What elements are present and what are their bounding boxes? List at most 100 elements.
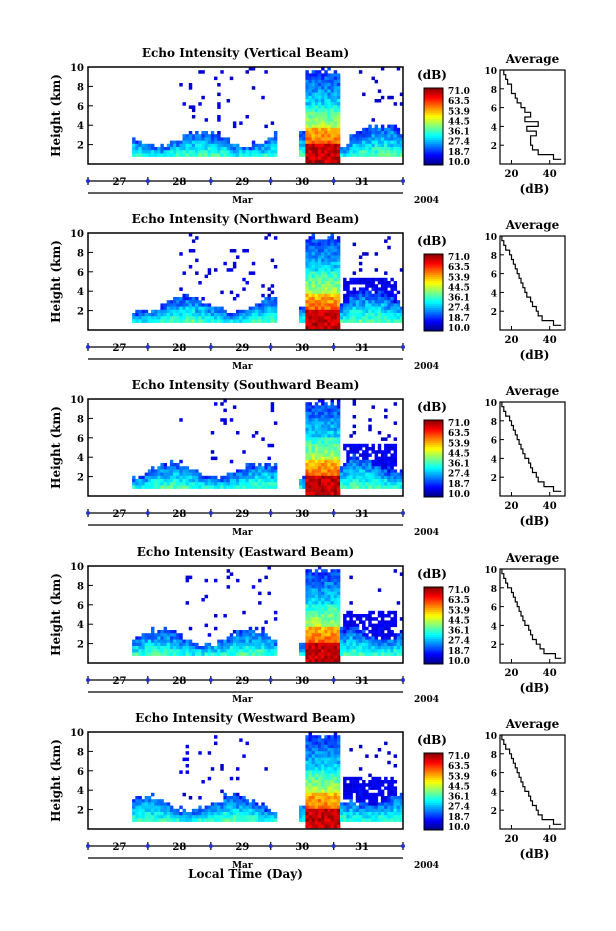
heatmap-cell xyxy=(169,303,174,307)
year-label: 2004 xyxy=(414,362,439,372)
heatmap-cell xyxy=(299,134,303,138)
heatmap-cell xyxy=(317,821,322,826)
heatmap-cell xyxy=(349,610,353,615)
heatmap-cell xyxy=(270,466,275,470)
heatmap-cell xyxy=(321,76,325,81)
heatmap-cell xyxy=(371,306,375,311)
heatmap-cell xyxy=(236,818,240,822)
colorbar-segment xyxy=(424,307,443,311)
heatmap-cell xyxy=(368,124,372,129)
heatmap-cell xyxy=(371,808,375,813)
heatmap-cell xyxy=(324,309,328,314)
heatmap-cell xyxy=(355,459,360,464)
heatmap-cell xyxy=(362,639,366,644)
heatmap-cell xyxy=(198,652,202,656)
heatmap-cell xyxy=(362,642,366,647)
heatmap-cell xyxy=(362,805,366,810)
heatmap-cell xyxy=(324,147,328,151)
heatmap-cell xyxy=(362,450,366,454)
heatmap-cell xyxy=(201,95,205,100)
colorbar-segment xyxy=(424,259,443,263)
heatmap-cell xyxy=(245,309,249,314)
heatmap-cell xyxy=(267,306,271,311)
heatmap-cell xyxy=(311,770,316,774)
day-label: 31 xyxy=(355,177,369,188)
heatmap-cell xyxy=(330,569,334,573)
heatmap-cell xyxy=(188,309,193,314)
heatmap-cell xyxy=(305,411,309,416)
heatmap-cell xyxy=(305,818,309,822)
heatmap-cell xyxy=(330,440,334,445)
colorbar-tick-label: 63.5 xyxy=(448,762,470,772)
average-frame xyxy=(499,235,566,331)
heatmap-cell xyxy=(365,812,369,816)
day-label: 30 xyxy=(295,343,309,354)
colorbar-segment xyxy=(424,302,443,305)
heatmap-cell xyxy=(305,242,309,247)
heatmap-cell xyxy=(220,402,224,406)
heatmap-cell xyxy=(321,242,325,247)
heatmap-cell xyxy=(163,150,168,154)
panel-frame xyxy=(87,232,404,331)
heatmap-cell xyxy=(349,617,353,621)
heatmap-cell xyxy=(195,469,199,473)
heatmap-cell xyxy=(270,443,275,448)
heatmap-cell xyxy=(317,271,322,275)
colorbar-tick-label: 71.0 xyxy=(448,419,470,429)
heatmap-cell xyxy=(333,780,338,784)
heatmap-cell xyxy=(220,652,224,656)
avg-y-tick-label: 6 xyxy=(491,271,497,281)
colorbar-segment xyxy=(424,323,443,326)
heatmap-cell xyxy=(330,475,334,480)
heatmap-cell xyxy=(374,143,379,148)
colorbar-segment xyxy=(424,770,443,773)
heatmap-cell xyxy=(273,134,278,138)
heatmap-cell xyxy=(374,815,379,819)
heatmap-cell xyxy=(333,818,338,822)
heatmap-cell xyxy=(311,630,316,634)
heatmap-cell xyxy=(214,805,218,810)
heatmap-cell xyxy=(321,649,325,653)
heatmap-cell xyxy=(352,463,357,467)
heatmap-cell xyxy=(195,271,199,275)
heatmap-cell xyxy=(396,642,401,647)
heatmap-cell xyxy=(362,453,366,457)
heatmap-cell xyxy=(305,303,309,307)
colorbar-segment xyxy=(424,602,443,605)
heatmap-cell xyxy=(358,482,363,486)
heatmap-cell xyxy=(132,137,136,141)
heatmap-cell xyxy=(305,808,309,813)
heatmap-cell xyxy=(151,150,155,154)
heatmap-cell xyxy=(324,824,328,829)
heatmap-cell xyxy=(349,475,353,480)
heatmap-cell xyxy=(311,89,316,93)
heatmap-cell xyxy=(229,313,234,317)
heatmap-cell xyxy=(336,443,341,448)
heatmap-cell xyxy=(311,236,316,240)
heatmap-cell xyxy=(336,102,341,106)
heatmap-cell xyxy=(336,287,341,291)
heatmap-cell xyxy=(311,610,316,615)
heatmap-cell xyxy=(399,649,404,653)
heatmap-cell xyxy=(336,646,341,650)
heatmap-cell xyxy=(352,485,357,489)
colorbar-segment xyxy=(424,273,443,276)
heatmap-cell xyxy=(236,630,240,634)
heatmap-cell xyxy=(182,815,186,819)
heatmap-cell xyxy=(362,252,366,256)
heatmap-cell xyxy=(163,466,168,470)
heatmap-cell xyxy=(396,134,401,138)
heatmap-cell xyxy=(358,614,363,618)
heatmap-cell xyxy=(191,316,196,320)
year-label: 2004 xyxy=(414,861,439,871)
heatmap-cell xyxy=(333,83,338,87)
heatmap-cell xyxy=(330,620,334,624)
heatmap-cell xyxy=(390,290,394,295)
heatmap-cell xyxy=(185,319,190,323)
heatmap-cell xyxy=(239,808,243,813)
heatmap-cell xyxy=(336,824,341,829)
heatmap-cell xyxy=(157,479,161,483)
colorbar-tick-label: 18.7 xyxy=(448,480,470,490)
heatmap-cell xyxy=(349,620,353,624)
heatmap-cell xyxy=(317,115,322,119)
